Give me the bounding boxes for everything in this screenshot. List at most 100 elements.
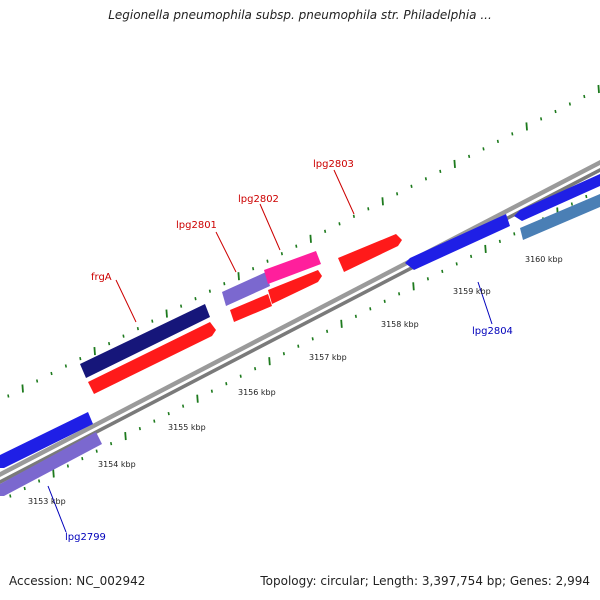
- upper-row-minor-tick: [280, 252, 283, 256]
- upper-row-minor-tick: [223, 282, 226, 286]
- leader-lpg2804: [477, 281, 493, 325]
- genome-summary-text: Topology: circular; Length: 3,397,754 bp…: [260, 574, 590, 588]
- gene-label-frgA[interactable]: frgA: [91, 272, 112, 283]
- lower-row-minor-tick: [585, 194, 588, 199]
- upper-row-minor-tick: [554, 109, 557, 114]
- gene-bar-frgA-upper[interactable]: [80, 304, 210, 378]
- upper-row-minor-tick: [151, 319, 154, 323]
- upper-row-minor-tick: [108, 341, 111, 346]
- upper-row-minor-tick: [194, 297, 197, 301]
- upper-row-minor-tick: [136, 326, 139, 331]
- lower-row-minor-tick: [167, 411, 170, 416]
- lower-row-minor-tick: [441, 269, 444, 274]
- gene-label-lpg2802[interactable]: lpg2802: [238, 194, 279, 205]
- gene-bar-reverse-right-upper[interactable]: [514, 174, 600, 221]
- upper-row-minor-tick: [79, 356, 82, 361]
- gene-bar-lpg2801[interactable]: [222, 272, 270, 306]
- lower-row-minor-tick: [239, 374, 242, 378]
- upper-row-minor-tick: [266, 259, 269, 263]
- lower-row-major-tick: [340, 319, 343, 328]
- upper-row-minor-tick: [583, 94, 586, 99]
- gene-label-lpg2799[interactable]: lpg2799: [65, 532, 106, 543]
- lower-row-minor-tick: [66, 464, 69, 468]
- lower-row-major-tick: [268, 357, 271, 366]
- gene-bar-reverse-right-lower[interactable]: [520, 194, 600, 240]
- lower-row-minor-tick: [153, 419, 156, 423]
- lower-row-minor-tick: [210, 389, 213, 393]
- lower-row-minor-tick: [81, 456, 84, 461]
- upper-row-minor-tick: [439, 169, 442, 174]
- leader-lpg2801: [215, 231, 237, 273]
- callout-lines: [47, 169, 493, 533]
- upper-row-major-tick: [237, 272, 240, 281]
- upper-row-minor-tick: [122, 334, 125, 338]
- scale-label-3160: 3160 kbp: [525, 255, 563, 264]
- lower-row-minor-tick: [311, 337, 314, 341]
- upper-row-minor-tick: [208, 289, 211, 293]
- gene-features: [0, 174, 600, 496]
- upper-row-major-tick: [21, 384, 24, 393]
- tick-row-upper: [7, 84, 600, 398]
- scale-label-3157: 3157 kbp: [309, 353, 347, 362]
- upper-row-minor-tick: [482, 147, 485, 151]
- upper-row-major-tick: [381, 197, 384, 206]
- upper-row-minor-tick: [367, 207, 370, 211]
- lower-row-minor-tick: [383, 299, 386, 303]
- scale-label-3159: 3159 kbp: [453, 287, 491, 296]
- gene-bar-lpg2799[interactable]: [0, 432, 102, 496]
- gene-label-lpg2803[interactable]: lpg2803: [313, 159, 354, 170]
- lower-row-minor-tick: [426, 277, 429, 281]
- leader-lpg2802: [259, 203, 281, 251]
- lower-row-major-tick: [484, 244, 487, 253]
- upper-row-minor-tick: [496, 139, 499, 144]
- lower-row-minor-tick: [470, 254, 473, 259]
- gene-bar-lpg2804[interactable]: [405, 214, 510, 270]
- gene-label-lpg2804[interactable]: lpg2804: [472, 326, 513, 337]
- gene-bar-lpg2802[interactable]: [264, 251, 321, 284]
- gene-bar-lpg2802-lower[interactable]: [230, 294, 272, 322]
- scale-labels: 3153 kbp 3154 kbp 3155 kbp 3156 kbp 3157…: [28, 255, 563, 506]
- gene-bar-red-middle[interactable]: [268, 270, 322, 304]
- gene-bar-frgA[interactable]: [88, 322, 216, 394]
- scale-label-3158: 3158 kbp: [381, 320, 419, 329]
- upper-row-minor-tick: [338, 222, 341, 226]
- gene-bar-lpg2803[interactable]: [338, 234, 402, 272]
- gene-label-lpg2801[interactable]: lpg2801: [176, 220, 217, 231]
- lower-row-minor-tick: [455, 262, 458, 266]
- lower-row-minor-tick: [182, 404, 185, 408]
- accession-text: Accession: NC_002942: [9, 574, 146, 588]
- upper-row-minor-tick: [50, 371, 53, 376]
- upper-row-major-tick: [525, 122, 528, 131]
- upper-row-minor-tick: [424, 177, 427, 181]
- lower-row-major-tick: [412, 282, 415, 291]
- map-title: Legionella pneumophila subsp. pneumophil…: [108, 8, 492, 22]
- lower-row-minor-tick: [38, 479, 41, 483]
- upper-row-minor-tick: [568, 102, 571, 106]
- tick-row-lower: [9, 194, 588, 498]
- leader-lpg2803: [333, 169, 355, 215]
- lower-row-minor-tick: [570, 202, 573, 206]
- lower-row-minor-tick: [95, 449, 98, 453]
- upper-row-minor-tick: [324, 229, 327, 233]
- upper-row-minor-tick: [410, 184, 413, 188]
- scale-label-3156: 3156 kbp: [238, 388, 276, 397]
- lower-row-minor-tick: [138, 426, 141, 431]
- scale-label-3155: 3155 kbp: [168, 423, 206, 432]
- lower-row-minor-tick: [23, 486, 26, 491]
- upper-row-major-tick: [165, 309, 168, 318]
- scale-label-3154: 3154 kbp: [98, 460, 136, 469]
- upper-row-minor-tick: [511, 132, 514, 136]
- upper-row-major-tick: [597, 84, 600, 94]
- upper-row-major-tick: [93, 347, 96, 356]
- leader-lpg2799: [47, 485, 67, 533]
- gene-bar-reverse-left[interactable]: [0, 412, 93, 468]
- lower-row-minor-tick: [513, 232, 516, 236]
- upper-row-minor-tick: [352, 214, 355, 218]
- upper-row-minor-tick: [540, 117, 543, 121]
- lower-row-minor-tick: [354, 314, 357, 318]
- gene-labels: frgA lpg2801 lpg2802 lpg2803 lpg2804 lpg…: [65, 159, 513, 543]
- upper-row-minor-tick: [396, 192, 399, 196]
- upper-row-major-tick: [453, 159, 456, 168]
